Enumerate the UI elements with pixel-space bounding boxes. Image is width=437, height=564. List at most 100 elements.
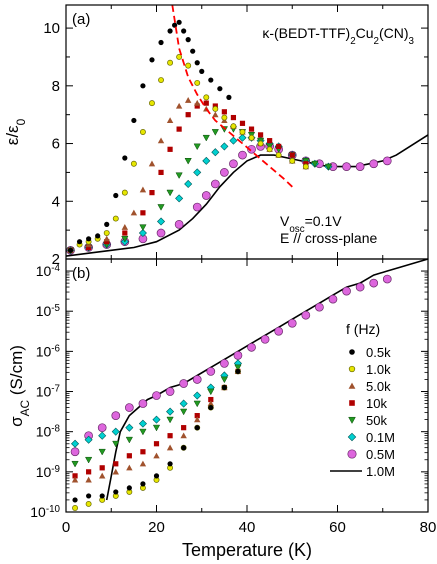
data-point — [103, 230, 110, 236]
data-point — [181, 425, 187, 431]
data-point — [180, 408, 188, 416]
data-point — [140, 83, 146, 89]
data-point — [192, 375, 202, 384]
data-point — [193, 168, 202, 177]
data-point — [230, 114, 237, 121]
panel-b-y-tick-label: 10-10 — [30, 504, 60, 521]
panel-a-series-0.5k — [67, 19, 232, 253]
data-point — [86, 493, 92, 499]
panel-b-series-0.1M — [71, 359, 242, 448]
data-point — [226, 94, 232, 100]
panel-b-plot-area — [70, 258, 429, 511]
data-point — [86, 469, 92, 475]
legend-item: 5.0k — [348, 379, 391, 394]
data-point — [311, 160, 319, 168]
data-point — [289, 152, 295, 158]
data-point — [324, 163, 333, 171]
data-point — [175, 194, 184, 203]
panel-a-y-tick-label: 8 — [52, 78, 60, 95]
data-point — [111, 427, 120, 436]
data-point — [220, 359, 229, 368]
data-point — [203, 100, 209, 106]
data-point — [98, 431, 107, 440]
data-point — [85, 501, 92, 507]
data-point — [185, 112, 191, 118]
panel-a-plot-area — [65, 4, 429, 257]
panel-b-series-0.5k — [72, 368, 241, 503]
data-point — [328, 294, 338, 304]
data-point — [355, 282, 365, 292]
fit-dashed-line — [171, 4, 293, 188]
data-point — [67, 247, 74, 253]
data-point — [347, 432, 357, 442]
data-point — [247, 342, 256, 352]
data-point — [152, 391, 161, 400]
x-tick-label: 60 — [329, 519, 346, 536]
data-point — [166, 117, 174, 124]
data-point — [193, 143, 201, 151]
data-point — [185, 37, 191, 43]
data-point — [104, 239, 110, 245]
data-point — [194, 413, 200, 419]
data-point — [158, 169, 164, 176]
data-point — [238, 133, 247, 142]
data-point — [152, 415, 161, 424]
data-point — [184, 158, 192, 165]
data-point — [166, 416, 174, 424]
data-point — [121, 235, 129, 243]
x-tick-label: 40 — [239, 519, 256, 536]
legend-label: 1.0k — [366, 362, 391, 377]
panel-a-axes: 2 4 6 8 10 — [43, 5, 429, 268]
data-point — [208, 396, 214, 403]
data-point — [238, 150, 247, 160]
data-point — [104, 221, 110, 227]
legend-item: 0.1M — [347, 430, 395, 445]
data-point — [185, 62, 192, 69]
panel-b-series-50k — [71, 364, 242, 468]
series-line — [105, 258, 429, 501]
data-point — [71, 476, 79, 483]
data-point — [348, 382, 356, 389]
panel-a: 2 4 6 8 10 (a) κ-(BEDT-TTF)2Cu2(CN)3 Vosc=0.… — [3, 4, 429, 268]
panel-b-y-axis-label: σAC (S/cm) — [7, 345, 32, 427]
data-point — [211, 129, 219, 136]
data-point — [275, 152, 282, 159]
data-point — [166, 189, 174, 197]
data-point — [125, 423, 134, 432]
data-point — [193, 391, 202, 400]
data-point — [86, 236, 92, 242]
panel-a-label: (a) — [72, 11, 90, 28]
data-point — [113, 192, 119, 199]
data-point — [139, 428, 147, 436]
data-point — [131, 117, 137, 124]
panel-a-y-tick-label: 6 — [52, 136, 60, 153]
data-point — [229, 136, 238, 145]
data-point — [126, 485, 132, 491]
data-point — [208, 404, 214, 411]
data-point — [166, 407, 175, 416]
data-point — [71, 460, 79, 468]
x-tick-label: 80 — [420, 519, 437, 536]
data-point — [176, 19, 182, 25]
data-point — [130, 160, 137, 167]
data-point — [175, 102, 183, 109]
data-point — [207, 388, 215, 396]
panel-b-series-1.0k — [72, 368, 241, 511]
data-point — [239, 120, 246, 126]
data-point — [212, 111, 219, 118]
legend-label: 10k — [366, 396, 387, 411]
data-point — [315, 302, 324, 312]
data-point — [206, 367, 216, 376]
data-point — [139, 224, 147, 231]
data-point — [210, 179, 220, 189]
data-point — [138, 419, 147, 428]
data-point — [112, 215, 119, 222]
data-point — [233, 351, 243, 360]
data-point — [140, 481, 146, 487]
data-point — [221, 114, 228, 121]
data-point — [260, 334, 270, 344]
data-point — [194, 60, 200, 66]
data-point — [158, 39, 164, 46]
panel-a-y-tick-label: 10 — [43, 20, 60, 37]
data-point — [202, 134, 210, 142]
